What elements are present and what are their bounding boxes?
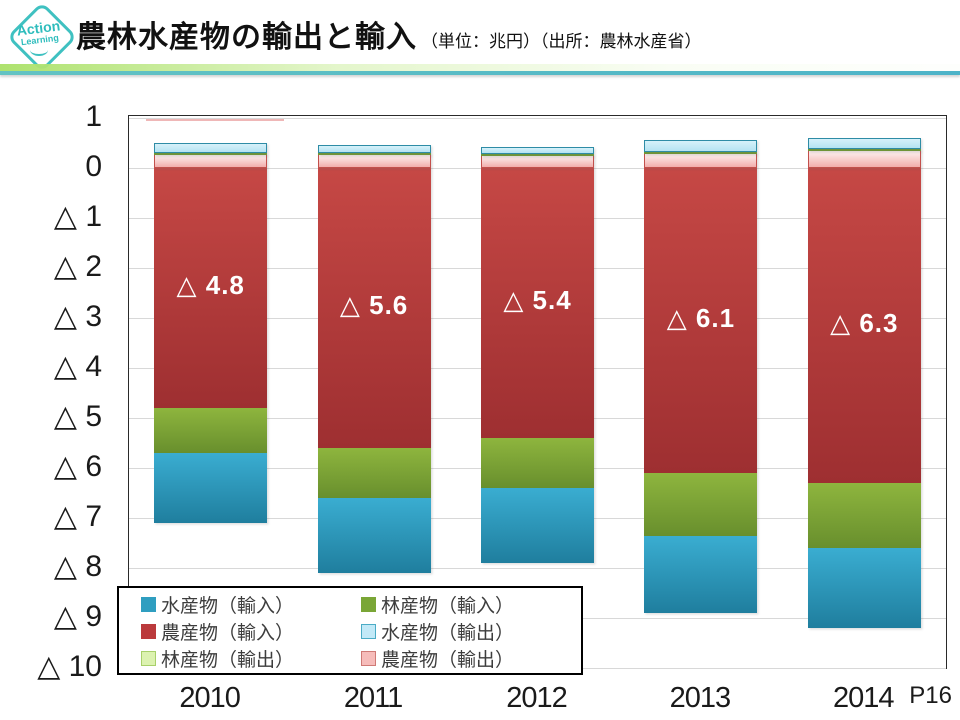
bar-segment-fish-import-2013 [644, 535, 758, 613]
y-axis-label: △ 3 [53, 300, 102, 333]
legend-label: 林産物（輸出） [161, 650, 295, 671]
legend-item: 林産物（輸出） [141, 645, 361, 672]
legend-item: 水産物（輸出） [361, 618, 581, 645]
legend-label: 水産物（輸入） [161, 596, 295, 617]
bar-segment-fish-export-2010 [154, 143, 268, 153]
legend-swatch-icon [141, 651, 156, 666]
bar-segment-forest-import-2011 [317, 448, 431, 498]
bar-segment-fish-import-2012 [481, 488, 594, 563]
x-axis-label-2013: 2013 [669, 682, 732, 714]
bar-segment-fish-export-2011 [317, 145, 431, 153]
bar-segment-agri-export-2012 [481, 154, 594, 168]
legend-item: 林産物（輸入） [361, 591, 581, 618]
legend-swatch-icon [361, 624, 376, 639]
action-learning-logo: Action Learning [6, 1, 78, 73]
bar-segment-forest-export-2013 [644, 151, 758, 154]
bar-segment-agri-import-2010 [154, 168, 268, 408]
page-subtitle: （単位：兆円）（出所：農林水産省） [421, 32, 702, 51]
slide-title-row: 農林水産物の輸出と輸入 （単位：兆円）（出所：農林水産省） [76, 12, 702, 56]
y-axis-label: △ 10 [37, 650, 102, 683]
y-axis-label: △ 5 [53, 400, 102, 433]
bar-segment-agri-export-2011 [317, 153, 431, 168]
bar-segment-forest-export-2011 [317, 152, 431, 155]
page-title: 農林水産物の輸出と輸入 [76, 21, 417, 54]
legend-label: 林産物（輸入） [381, 596, 515, 617]
thin-red-line-artifact [146, 119, 284, 121]
bar-segment-forest-import-2013 [644, 473, 758, 536]
y-axis-label: △ 6 [53, 450, 102, 483]
legend-swatch-icon [361, 597, 376, 612]
bar-value-label-2014: △ 6.3 [830, 307, 899, 338]
bar-segment-agri-import-2012 [481, 168, 594, 438]
logo-text: Action Learning [2, 0, 75, 68]
bar-segment-forest-export-2010 [154, 152, 268, 155]
bar-segment-fish-import-2014 [807, 548, 921, 628]
y-axis-label: △ 4 [53, 350, 102, 383]
y-axis-label: 1 [85, 100, 102, 133]
bar-value-label-2013: △ 6.1 [666, 302, 736, 333]
legend-item: 農産物（輸入） [141, 618, 361, 645]
y-axis-label: △ 9 [53, 600, 102, 633]
bar-segment-forest-import-2010 [154, 408, 268, 453]
bar-segment-agri-import-2011 [317, 168, 431, 448]
x-axis-label-2010: 2010 [179, 682, 241, 714]
bar-segment-forest-export-2014 [807, 149, 921, 151]
bar-value-label-2010: △ 4.8 [176, 270, 245, 300]
bar-segment-fish-import-2010 [154, 453, 268, 523]
y-axis-label: △ 8 [53, 550, 102, 583]
x-axis-label-2014: 2014 [833, 682, 895, 714]
x-axis-label-2011: 2011 [343, 682, 403, 714]
chart-plot-area: △ 4.8 △ 5.6 △ 5.4 △ 6.1 △ 6.3 [128, 115, 947, 669]
bar-segment-forest-export-2012 [481, 153, 594, 156]
legend-label: 農産物（輸出） [381, 650, 515, 671]
bar-segment-fish-export-2012 [481, 146, 594, 154]
chart-legend: 水産物（輸入） 農産物（輸入） 林産物（輸出） 林産物（輸入） 水産物（輸出） 農産物（輸… [117, 586, 583, 675]
divider-green-glow [0, 64, 960, 71]
title-divider [0, 64, 960, 80]
bar-segment-agri-import-2013 [644, 168, 758, 473]
legend-label: 農産物（輸入） [161, 623, 295, 644]
bar-segment-agri-export-2013 [644, 152, 758, 168]
legend-label: 水産物（輸出） [381, 623, 515, 644]
legend-swatch-icon [361, 651, 376, 666]
divider-teal-line [0, 71, 960, 75]
legend-item: 農産物（輸出） [361, 645, 581, 672]
logo-smile-arc [30, 44, 48, 56]
x-axis-label-2012: 2012 [506, 682, 568, 714]
bar-segment-agri-import-2014 [807, 168, 921, 483]
y-axis-label: △ 2 [53, 250, 102, 283]
y-axis-label: △ 1 [53, 200, 102, 233]
legend-swatch-icon [141, 597, 156, 612]
gridline [129, 118, 946, 119]
bar-value-label-2011: △ 5.6 [339, 290, 409, 320]
y-axis-label: △ 7 [53, 500, 102, 533]
y-axis-label: 0 [85, 150, 102, 183]
bar-segment-fish-export-2013 [644, 139, 758, 152]
bar-segment-agri-export-2014 [807, 150, 921, 168]
bar-value-label-2012: △ 5.4 [503, 285, 572, 315]
bar-segment-fish-export-2014 [807, 137, 921, 149]
bar-segment-forest-import-2014 [807, 483, 921, 548]
bar-segment-forest-import-2012 [481, 438, 594, 488]
bar-segment-fish-import-2011 [317, 498, 431, 573]
page-number: P16 [909, 682, 952, 709]
bar-segment-agri-export-2010 [154, 153, 268, 168]
legend-swatch-icon [141, 624, 156, 639]
gridline [129, 568, 946, 569]
legend-item: 水産物（輸入） [141, 591, 361, 618]
